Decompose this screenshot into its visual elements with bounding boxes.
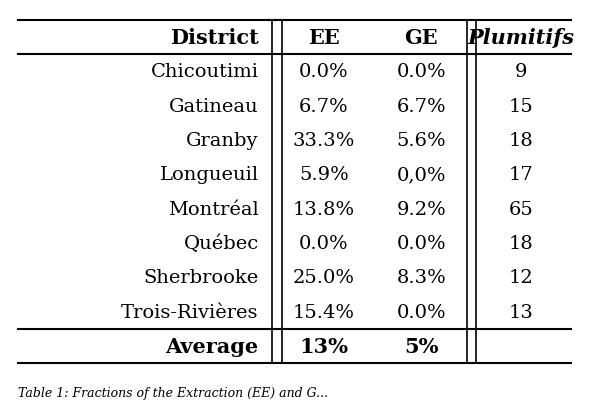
Text: 33.3%: 33.3% [293, 132, 355, 150]
Text: 0.0%: 0.0% [299, 63, 349, 81]
Text: 5%: 5% [404, 336, 438, 356]
Text: 13.8%: 13.8% [293, 200, 355, 218]
Text: 12: 12 [509, 269, 534, 287]
Text: Chicoutimi: Chicoutimi [150, 63, 259, 81]
Text: Longueuil: Longueuil [160, 166, 259, 184]
Text: 5.6%: 5.6% [396, 132, 446, 150]
Text: Gatineau: Gatineau [169, 97, 259, 115]
Text: 0,0%: 0,0% [396, 166, 446, 184]
Text: 5.9%: 5.9% [299, 166, 349, 184]
Text: 25.0%: 25.0% [293, 269, 355, 287]
Text: District: District [170, 28, 259, 48]
Text: 65: 65 [509, 200, 534, 218]
Text: 17: 17 [509, 166, 534, 184]
Text: 0.0%: 0.0% [396, 63, 446, 81]
Text: 6.7%: 6.7% [396, 97, 446, 115]
Text: Sherbrooke: Sherbrooke [143, 269, 259, 287]
Text: 8.3%: 8.3% [396, 269, 446, 287]
Text: Trois-Rivières: Trois-Rivières [121, 303, 259, 321]
Text: 9.2%: 9.2% [396, 200, 446, 218]
Text: 18: 18 [509, 132, 534, 150]
Text: 6.7%: 6.7% [299, 97, 349, 115]
Text: Average: Average [166, 336, 259, 356]
Text: 18: 18 [509, 235, 534, 252]
Text: Granby: Granby [186, 132, 259, 150]
Text: 0.0%: 0.0% [396, 235, 446, 252]
Text: 0.0%: 0.0% [299, 235, 349, 252]
Text: 13%: 13% [300, 336, 349, 356]
Text: Montréal: Montréal [168, 200, 259, 218]
Text: 15: 15 [509, 97, 534, 115]
Text: GE: GE [404, 28, 438, 48]
Text: Québec: Québec [183, 234, 259, 253]
Text: EE: EE [308, 28, 340, 48]
Text: 0.0%: 0.0% [396, 303, 446, 321]
Text: Plumitifs: Plumitifs [468, 28, 575, 48]
Text: Table 1: Fractions of the Extraction (EE) and G...: Table 1: Fractions of the Extraction (EE… [18, 386, 328, 399]
Text: 15.4%: 15.4% [293, 303, 355, 321]
Text: 13: 13 [509, 303, 534, 321]
Text: 9: 9 [515, 63, 527, 81]
